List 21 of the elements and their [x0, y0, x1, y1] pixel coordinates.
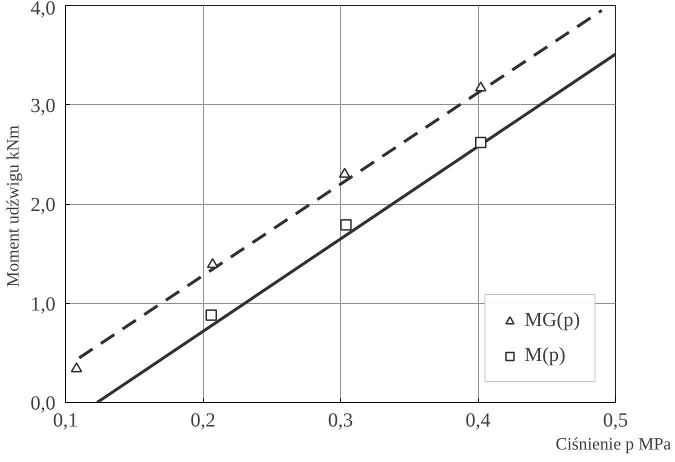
- y-tick-label: 4,0: [30, 0, 56, 20]
- y-tick-label: 0,0: [30, 392, 56, 414]
- x-tick-label: 0,2: [190, 410, 216, 432]
- point: [340, 219, 352, 231]
- point: [206, 309, 217, 321]
- x-tick-label: 0,1: [53, 410, 78, 432]
- legend-label: MG(p): [524, 309, 580, 332]
- point: [475, 81, 486, 92]
- y-axis-title: Moment udźwigu kNm: [4, 124, 22, 288]
- point: [338, 168, 350, 178]
- x-tick-label: 0,4: [466, 410, 490, 432]
- y-tick-label: 2,0: [30, 194, 56, 216]
- y-tick-label: 1,0: [30, 293, 56, 316]
- y-tick-label: 3,0: [30, 94, 56, 117]
- x-axis-title: Ciśnienie p MPa: [556, 434, 672, 454]
- point: [206, 258, 218, 268]
- point: [70, 362, 82, 372]
- x-tick-label: 0,5: [603, 410, 628, 432]
- x-tick-label: 0,3: [328, 410, 353, 432]
- point: [475, 136, 486, 148]
- legend-label: M(p): [524, 344, 566, 367]
